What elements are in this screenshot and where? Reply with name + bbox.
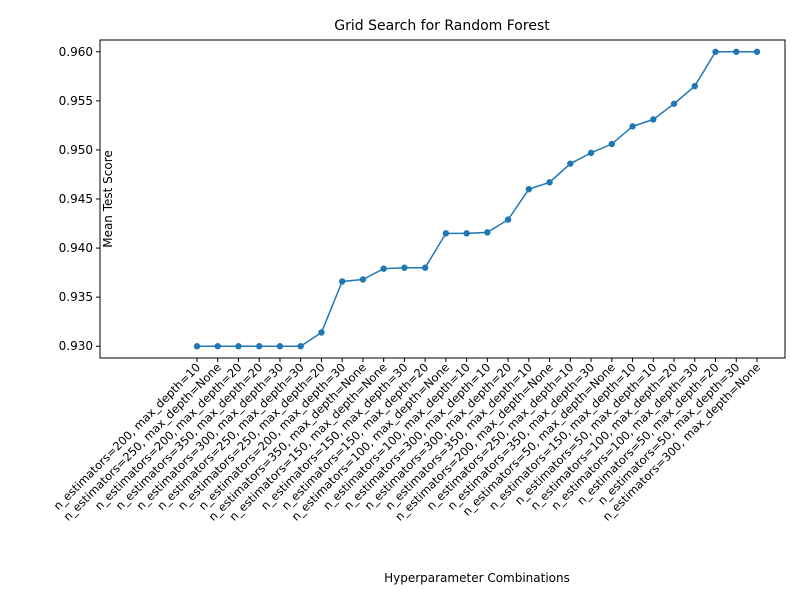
data-point xyxy=(380,265,387,272)
data-point xyxy=(235,343,242,350)
data-point xyxy=(214,343,221,350)
data-point xyxy=(629,123,636,130)
plot-frame xyxy=(99,39,786,359)
y-tick-label: 0.960 xyxy=(59,45,93,59)
data-point xyxy=(193,343,201,350)
data-point xyxy=(753,48,761,55)
data-point xyxy=(276,343,284,350)
data-point xyxy=(256,343,263,350)
data-point xyxy=(442,230,450,237)
y-tick-label: 0.940 xyxy=(59,241,93,255)
data-point xyxy=(712,48,719,55)
data-point xyxy=(359,276,367,283)
data-point xyxy=(297,343,304,350)
data-point xyxy=(401,264,408,271)
y-tick-label: 0.930 xyxy=(59,339,93,353)
x-axis-label: Hyperparameter Combinations xyxy=(384,571,570,585)
data-point xyxy=(463,230,470,237)
data-point xyxy=(546,179,553,186)
data-point xyxy=(650,116,657,123)
data-point xyxy=(670,100,678,107)
data-point xyxy=(484,229,491,236)
y-tick-label: 0.950 xyxy=(59,143,93,157)
y-tick-label: 0.945 xyxy=(59,192,93,206)
data-point xyxy=(733,48,740,55)
chart-title: Grid Search for Random Forest xyxy=(334,18,550,34)
data-point xyxy=(691,82,698,90)
data-point xyxy=(421,264,429,271)
y-tick-label: 0.935 xyxy=(59,290,93,304)
series-line xyxy=(197,51,757,347)
y-axis-label: Mean Test Score xyxy=(101,150,115,248)
data-point xyxy=(608,140,616,148)
data-point xyxy=(525,185,533,193)
data-point xyxy=(318,329,325,336)
data-point xyxy=(504,216,512,223)
data-point xyxy=(338,278,346,285)
data-point xyxy=(567,160,574,167)
data-point xyxy=(587,149,595,157)
y-tick-label: 0.955 xyxy=(59,94,93,108)
